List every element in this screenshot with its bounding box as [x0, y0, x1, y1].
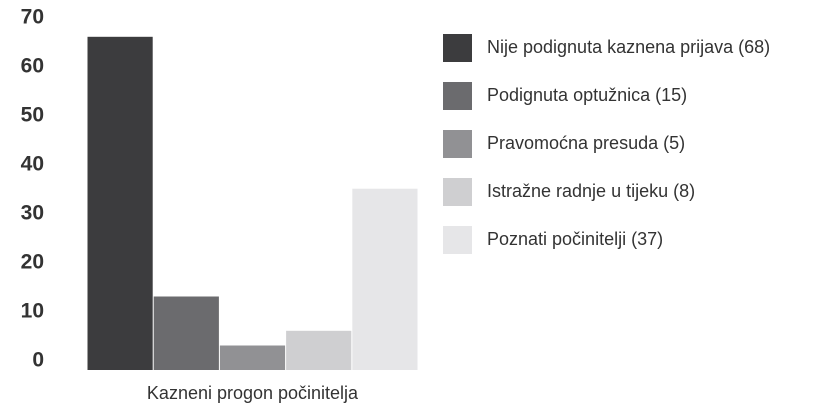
bar	[286, 330, 352, 370]
legend-swatch	[443, 130, 472, 158]
y-tick-label: 70	[21, 6, 44, 29]
y-tick-label: 30	[21, 202, 44, 225]
legend-label: Nije podignuta kaznena prijava (68)	[487, 37, 770, 57]
legend-swatch	[443, 82, 472, 110]
y-tick-label: 10	[21, 300, 44, 323]
legend-label: Pravomoćna presuda (5)	[487, 133, 685, 153]
bar	[87, 36, 153, 371]
y-tick-label: 40	[21, 153, 44, 176]
legend-swatch	[443, 226, 472, 254]
legend-label: Poznati počinitelji (37)	[487, 229, 663, 249]
legend-swatch	[443, 34, 472, 62]
bar	[153, 296, 219, 370]
y-tick-label: 50	[21, 104, 44, 127]
y-tick-label: 20	[21, 251, 44, 274]
x-tick-label: Kazneni progon počinitelja	[147, 383, 359, 403]
bar	[352, 188, 418, 370]
y-tick-label: 0	[32, 349, 44, 372]
y-tick-label: 60	[21, 55, 44, 78]
bar	[219, 345, 286, 370]
legend-label: Podignuta optužnica (15)	[487, 85, 687, 105]
legend-swatch	[443, 178, 472, 206]
legend-label: Istražne radnje u tijeku (8)	[487, 181, 695, 201]
